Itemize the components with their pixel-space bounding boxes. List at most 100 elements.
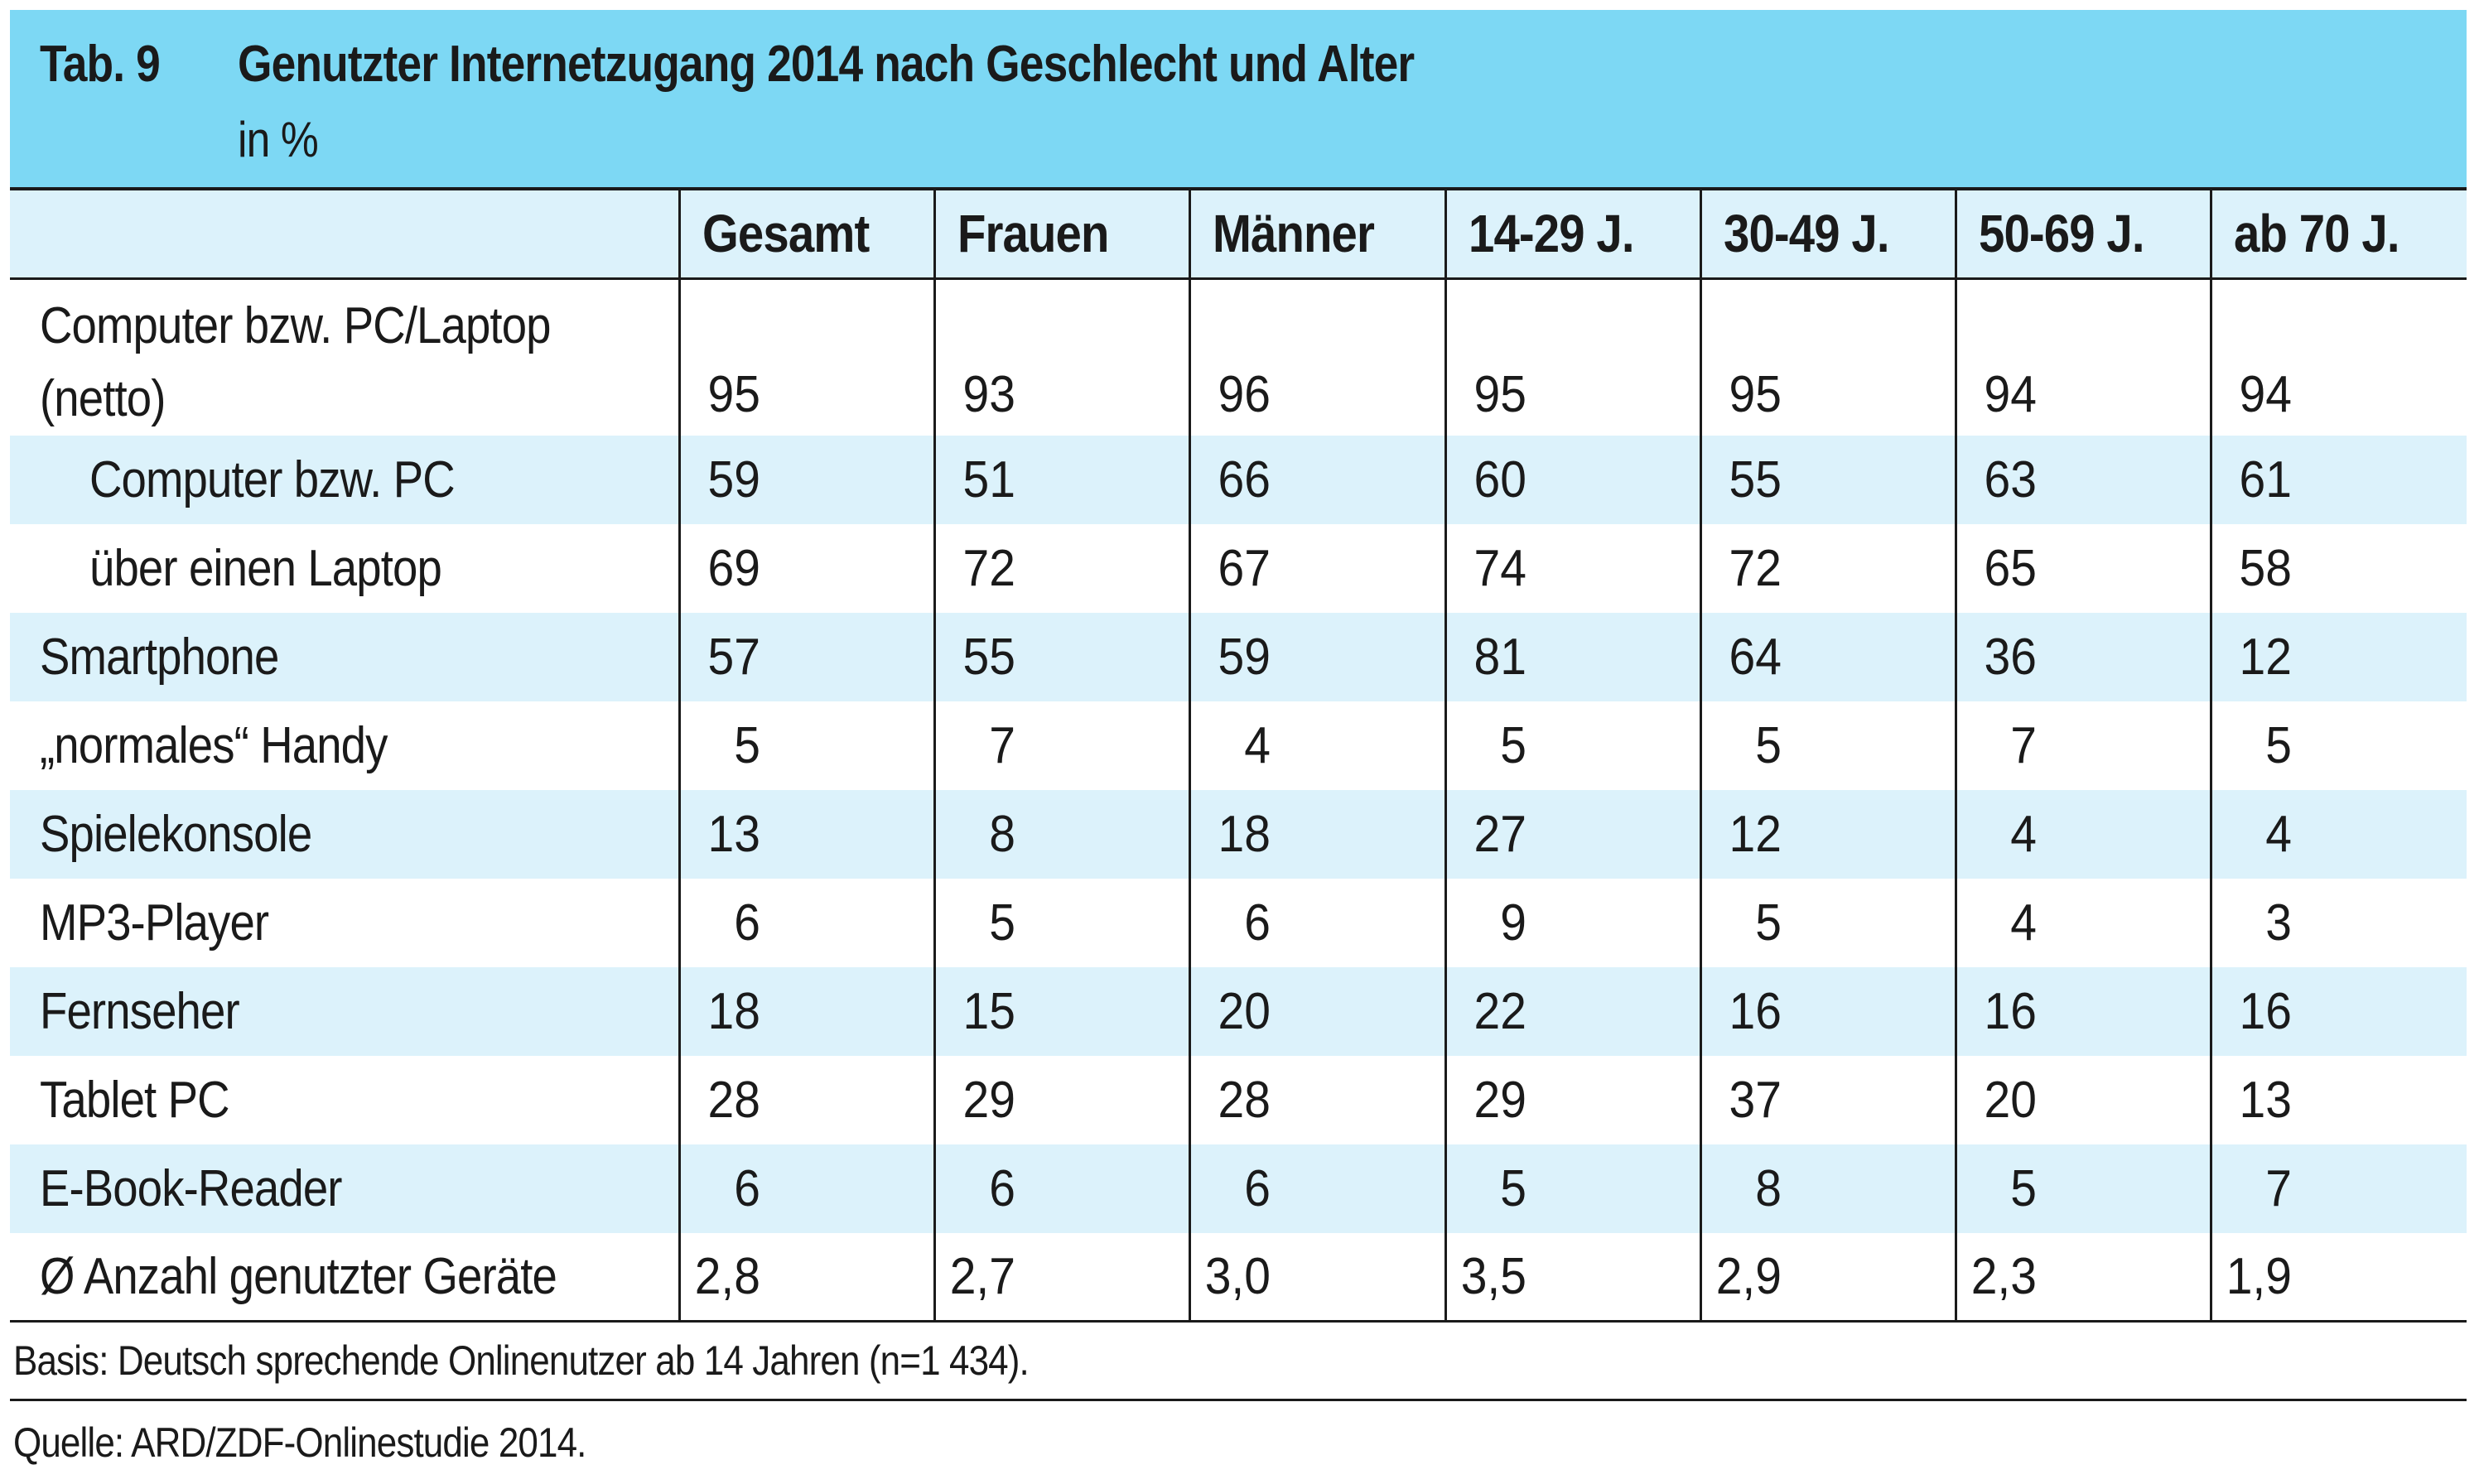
table-cell: 29 <box>933 1055 1190 1144</box>
table-cell: 66 <box>1189 435 1446 524</box>
row-label: über einen Laptop <box>10 524 680 613</box>
table-cell: 81 <box>1444 612 1701 701</box>
cell-value: 95 <box>1729 365 1782 423</box>
table-cell: 18 <box>1189 789 1446 879</box>
row-label-text: Spielekonsole <box>40 805 312 863</box>
table-cell: 5 <box>933 878 1190 967</box>
cell-value: 28 <box>1218 1071 1271 1129</box>
table-row: E-Book-Reader 6 6 6 5 8 5 7 <box>10 1144 2467 1233</box>
footnote-basis-text: Basis: Deutsch sprechende Onlinenutzer a… <box>13 1337 1030 1384</box>
column-header-label: Gesamt <box>702 204 870 264</box>
table-cell: 61 <box>2210 435 2467 524</box>
table-row: Spielekonsole 13 8 18 27 12 4 4 <box>10 789 2467 879</box>
table-cell: 15 <box>933 966 1190 1056</box>
cell-value: 22 <box>1473 982 1526 1040</box>
cell-value: 16 <box>2239 982 2293 1040</box>
column-header: 30-49 J. <box>1699 190 1956 280</box>
footnote-basis: Basis: Deutsch sprechende Onlinenutzer a… <box>10 1323 2467 1401</box>
cell-value: 95 <box>707 365 761 423</box>
table-cell: 7 <box>2210 1144 2467 1233</box>
table-cell: 93 <box>933 278 1190 436</box>
table-cell: 27 <box>1444 789 1701 879</box>
table-cell: 65 <box>1955 523 2211 613</box>
table-cell: 36 <box>1955 612 2211 701</box>
table-header-band: Tab. 9 Genutzter Internetzugang 2014 nac… <box>10 10 2467 190</box>
footnote-source-text: Quelle: ARD/ZDF-Onlinestudie 2014. <box>13 1419 586 1466</box>
cell-value: 5 <box>989 894 1016 952</box>
cell-value: 6 <box>734 1159 761 1217</box>
table-cell: 13 <box>678 789 935 879</box>
cell-value: 29 <box>1473 1071 1526 1129</box>
row-label: „normales“ Handy <box>10 701 680 790</box>
cell-value: 5 <box>2265 716 2293 774</box>
table-cell: 6 <box>933 1144 1190 1233</box>
table-cell: 5 <box>1699 701 1956 790</box>
row-label: MP3-Player <box>10 879 680 967</box>
table-cell: 51 <box>933 435 1190 524</box>
column-header: Frauen <box>933 190 1190 280</box>
cell-value: 1,9 <box>2226 1247 2293 1305</box>
cell-value: 2,3 <box>1970 1247 2038 1305</box>
table-cell: 6 <box>678 1144 935 1233</box>
row-label: E-Book-Reader <box>10 1144 680 1233</box>
table-cell: 95 <box>1699 278 1956 436</box>
table-cell: 94 <box>2210 278 2467 436</box>
row-label: Computer bzw. PC/Laptop (netto) <box>10 278 680 436</box>
table-cell: 20 <box>1189 966 1446 1056</box>
table-cell: 5 <box>1699 878 1956 967</box>
cell-value: 81 <box>1473 628 1526 686</box>
table-cell: 4 <box>1955 789 2211 879</box>
cell-value: 9 <box>1499 894 1526 952</box>
cell-value: 13 <box>2239 1071 2293 1129</box>
table-cell: 69 <box>678 523 935 613</box>
cell-value: 2,9 <box>1715 1247 1782 1305</box>
cell-value: 6 <box>734 894 761 952</box>
table-number: Tab. 9 <box>40 36 161 93</box>
cell-value: 12 <box>2239 628 2293 686</box>
table-cell: 95 <box>678 278 935 436</box>
table-cell: 63 <box>1955 435 2211 524</box>
cell-value: 7 <box>2010 716 2038 774</box>
table-row: Fernseher 18 15 20 22 16 16 16 <box>10 966 2467 1056</box>
cell-value: 36 <box>1984 628 2038 686</box>
cell-value: 7 <box>2265 1159 2293 1217</box>
table-cell: 5 <box>678 701 935 790</box>
table-cell: 3,0 <box>1189 1232 1446 1323</box>
table-cell: 2,3 <box>1955 1232 2211 1323</box>
column-header: ab 70 J. <box>2210 190 2467 280</box>
cell-value: 8 <box>1755 1159 1782 1217</box>
cell-value: 28 <box>707 1071 761 1129</box>
cell-value: 12 <box>1729 805 1782 863</box>
row-label-text: Smartphone <box>40 628 279 686</box>
row-label-text: MP3-Player <box>40 894 269 952</box>
cell-value: 18 <box>1218 805 1271 863</box>
cell-value: 55 <box>962 628 1016 686</box>
table-row: „normales“ Handy 5 7 4 5 5 7 5 <box>10 701 2467 790</box>
cell-value: 4 <box>1244 716 1271 774</box>
cell-value: 3,5 <box>1460 1247 1526 1305</box>
table-cell: 57 <box>678 612 935 701</box>
column-header-empty <box>10 190 680 280</box>
table-cell: 12 <box>2210 612 2467 701</box>
table-cell: 55 <box>933 612 1190 701</box>
cell-value: 51 <box>962 450 1016 508</box>
table-row: Ø Anzahl genutzter Geräte 2,8 2,7 3,0 3,5 2,9… <box>10 1232 2467 1323</box>
cell-value: 2,7 <box>949 1247 1016 1305</box>
table-cell: 29 <box>1444 1055 1701 1144</box>
table-cell: 1,9 <box>2210 1232 2467 1323</box>
cell-value: 55 <box>1729 450 1782 508</box>
table-unit: in % <box>238 112 319 167</box>
cell-value: 37 <box>1729 1071 1782 1129</box>
cell-value: 6 <box>1244 894 1271 952</box>
table-cell: 2,8 <box>678 1232 935 1323</box>
row-label-text: „normales“ Handy <box>40 716 388 774</box>
table-cell: 4 <box>2210 789 2467 879</box>
cell-value: 61 <box>2239 450 2293 508</box>
row-label: Tablet PC <box>10 1056 680 1144</box>
table-cell: 7 <box>933 701 1190 790</box>
column-header-label: 14-29 J. <box>1468 204 1635 264</box>
cell-value: 6 <box>989 1159 1016 1217</box>
cell-value: 59 <box>707 450 761 508</box>
cell-value: 5 <box>1755 716 1782 774</box>
column-header-label: 30-49 J. <box>1723 204 1890 264</box>
